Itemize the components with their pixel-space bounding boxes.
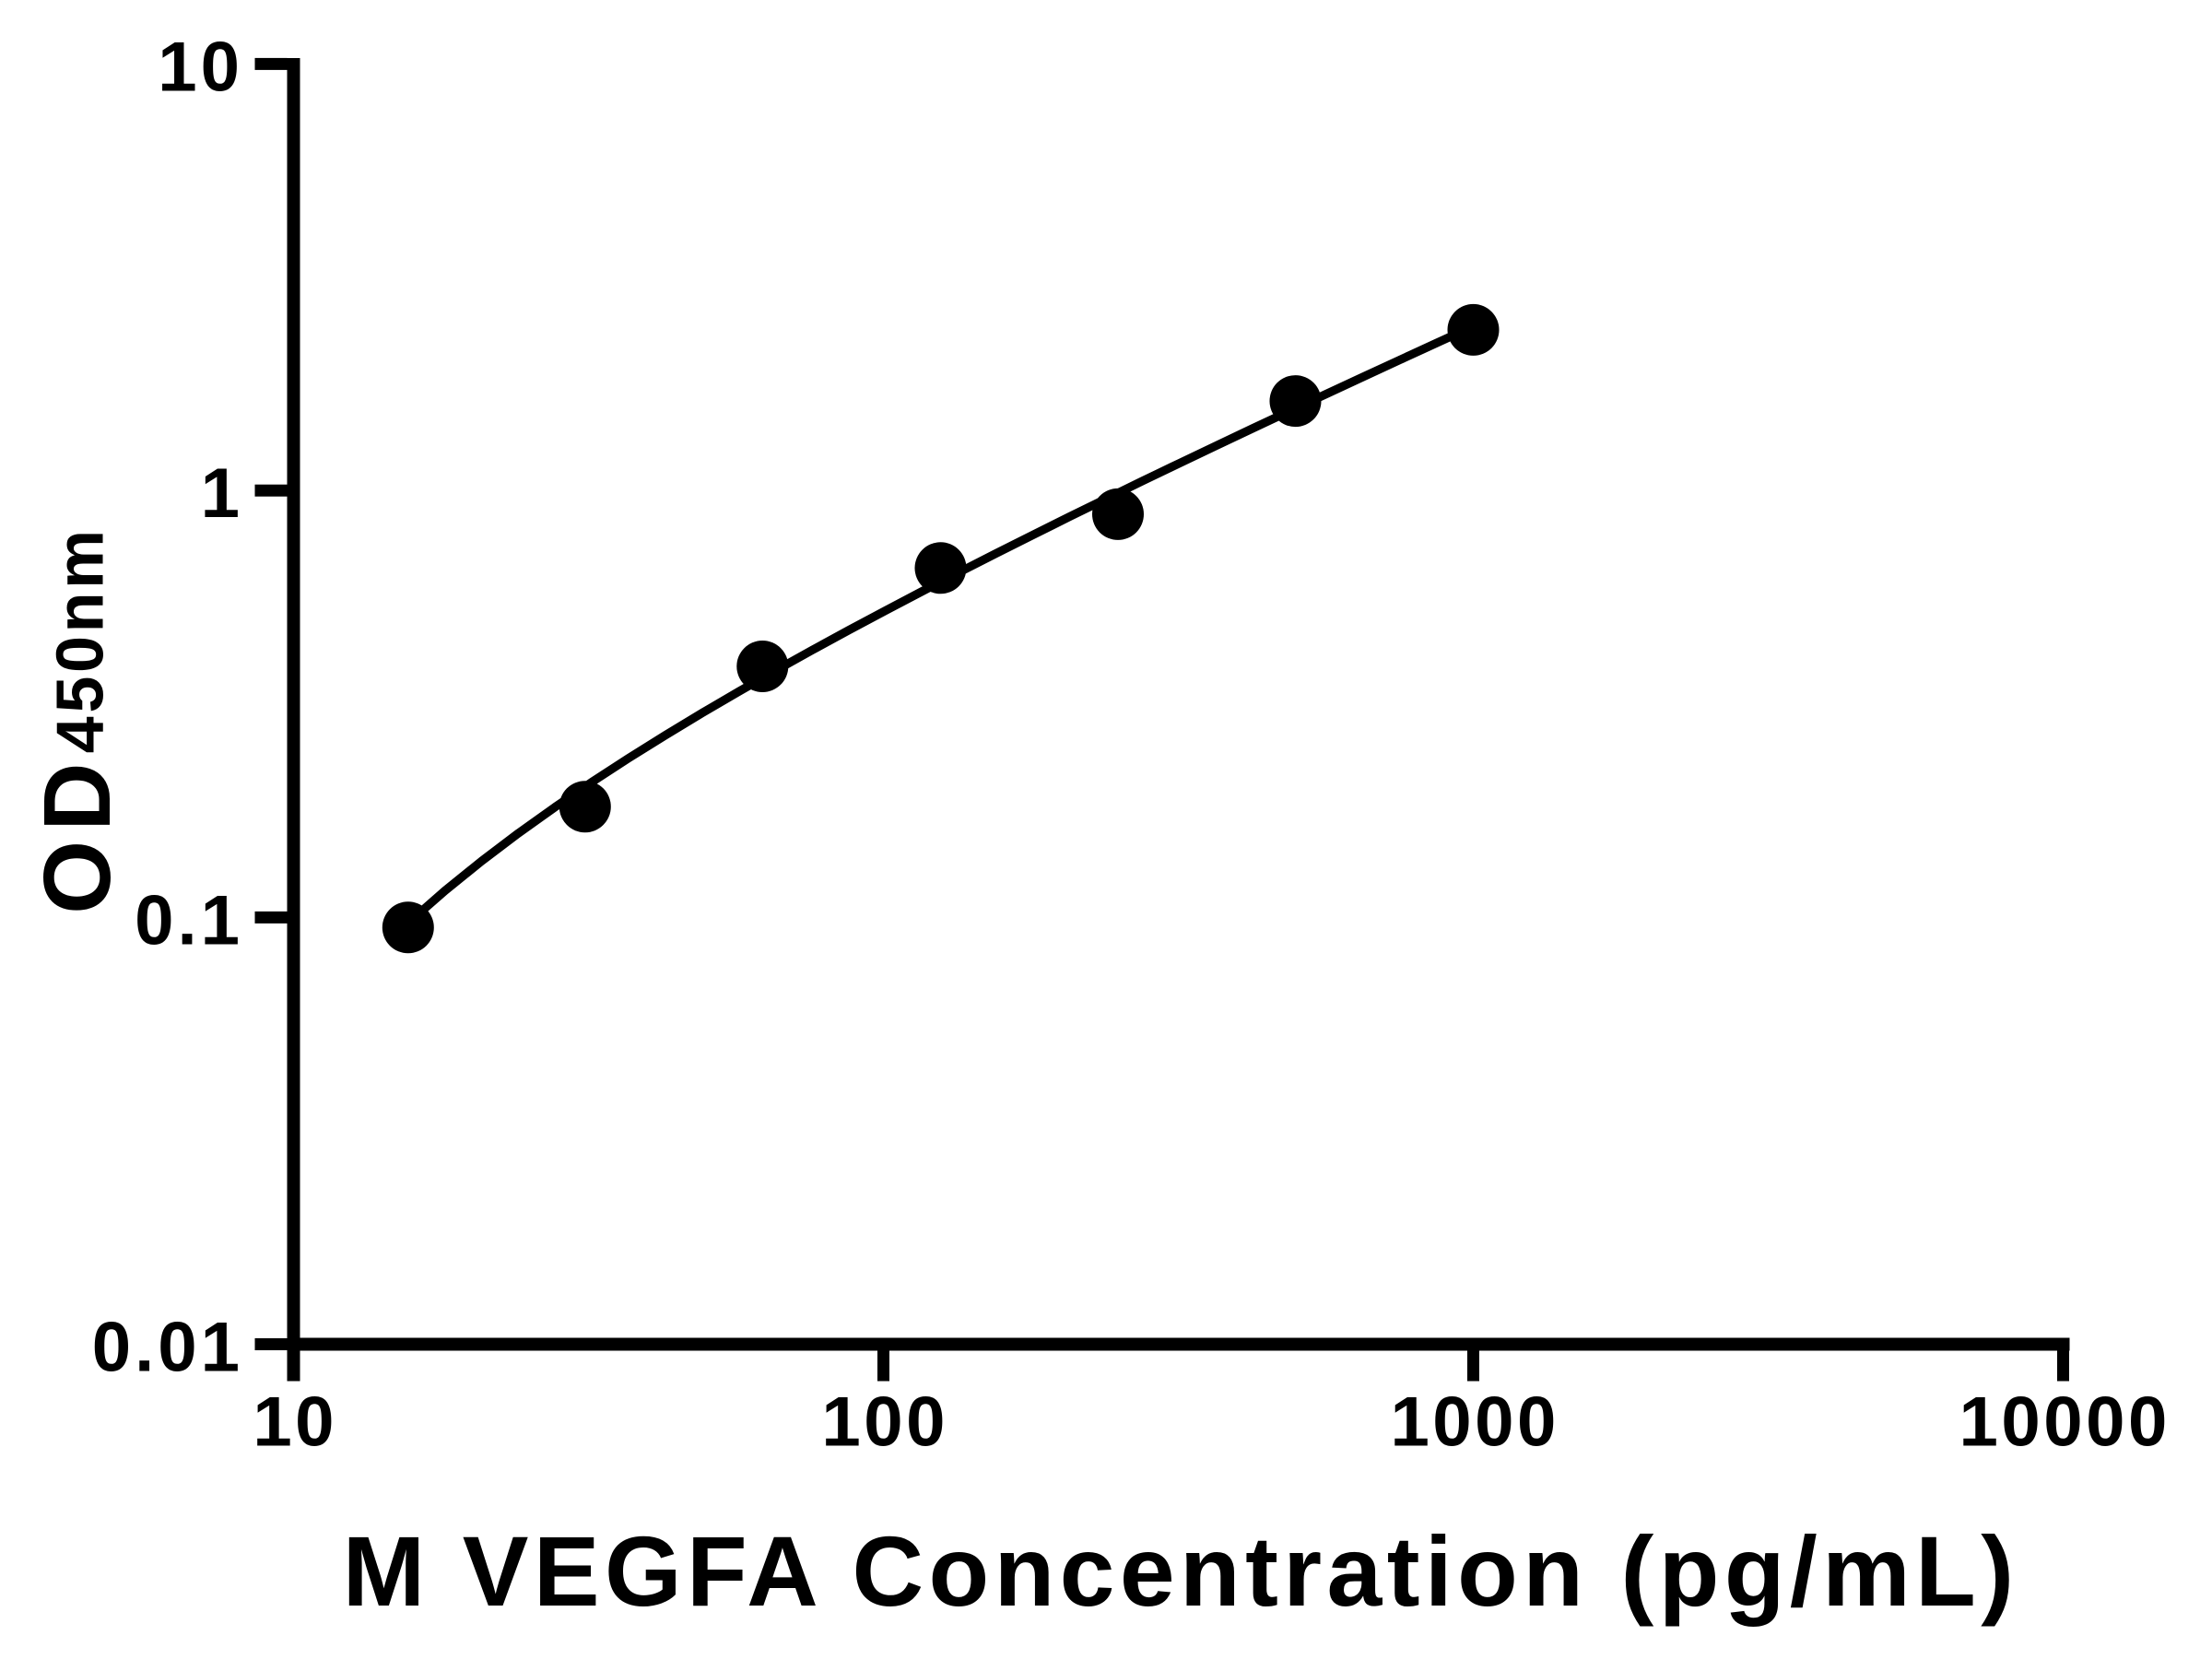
svg-text:1000: 1000	[1390, 1383, 1559, 1462]
svg-text:10: 10	[158, 28, 243, 106]
svg-text:10: 10	[253, 1383, 337, 1462]
svg-text:100: 100	[821, 1383, 948, 1462]
svg-text:10000: 10000	[1959, 1383, 2171, 1462]
svg-text:1: 1	[201, 454, 243, 533]
svg-text:0.1: 0.1	[135, 881, 243, 959]
svg-text:M VEGFA Concentration (pg/mL): M VEGFA Concentration (pg/mL)	[343, 1516, 2019, 1627]
svg-text:0.01: 0.01	[92, 1309, 243, 1387]
